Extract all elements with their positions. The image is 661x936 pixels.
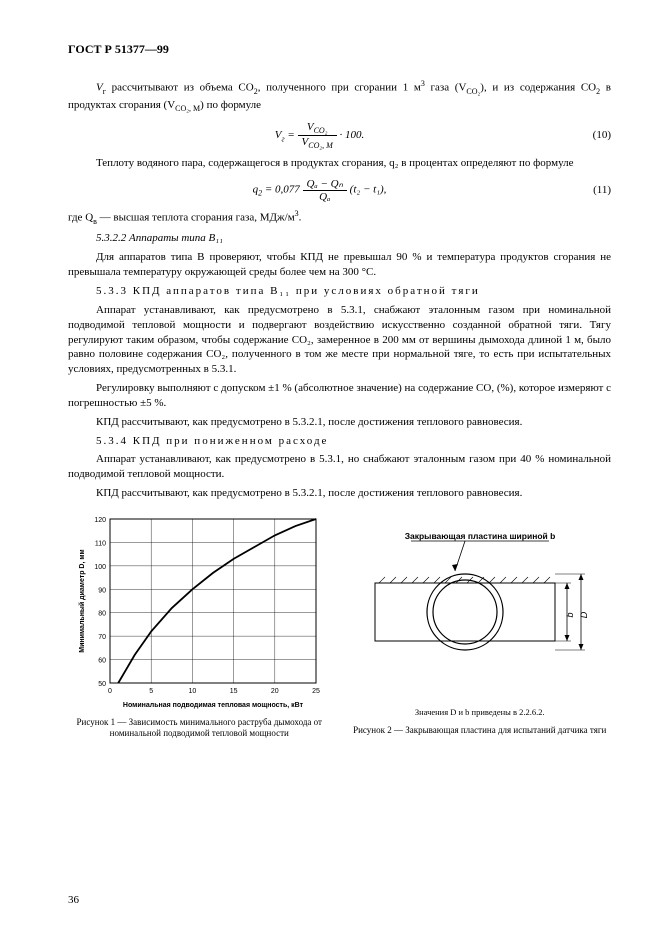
n: Qₐ − Qₙ	[303, 177, 347, 191]
svg-text:60: 60	[98, 658, 106, 665]
svg-text:20: 20	[271, 688, 279, 695]
diagram-plate: Закрывающая пластина шириной b Db	[355, 511, 605, 701]
para-8: Регулировку выполняют с допуском ±1 % (а…	[68, 381, 611, 411]
para-1: Vг рассчитывают из объема CO2, полученно…	[68, 79, 611, 115]
svg-text:Номинальная подводимая теплова: Номинальная подводимая тепловая мощность…	[123, 702, 304, 709]
sub: г	[281, 134, 284, 143]
sub: CO₂	[466, 87, 480, 96]
tail: · 100.	[340, 129, 365, 141]
svg-text:50: 50	[98, 681, 106, 688]
svg-text:10: 10	[189, 688, 197, 695]
svg-text:120: 120	[95, 517, 107, 524]
t: газа (V	[425, 82, 467, 94]
figure-1-caption: Рисунок 1 — Зависимость минимального рас…	[68, 717, 331, 740]
figure-2-caption: Рисунок 2 — Закрывающая пластина для исп…	[349, 725, 612, 736]
svg-text:25: 25	[312, 688, 320, 695]
equation-10: Vг = VCO₂ VCO₂, M · 100. (10)	[68, 121, 611, 150]
eq-number: (11)	[571, 184, 611, 196]
t: где Q	[68, 212, 93, 224]
t: — высшая теплота сгорания газа, МДж/м	[97, 212, 295, 224]
t: .	[299, 212, 302, 224]
coeff: = 0,077	[265, 183, 303, 195]
sub: 2	[258, 189, 262, 198]
t: , полученного при сгорании 1 м	[258, 82, 421, 94]
svg-text:0: 0	[108, 688, 112, 695]
svg-text:Минимальный диаметр D, мм: Минимальный диаметр D, мм	[78, 549, 86, 652]
svg-text:90: 90	[98, 587, 106, 594]
figure-2-note: Значения D и b приведены в 2.2.6.2.	[349, 707, 612, 717]
svg-text:100: 100	[95, 564, 107, 571]
svg-text:Закрывающая пластина шириной b: Закрывающая пластина шириной b	[404, 531, 555, 541]
svg-text:b: b	[565, 612, 575, 617]
figure-1: 0 5 10 15 20 25 50 60 70 80 90 100 110 120 Номинальная…	[68, 511, 331, 740]
t: ) по формуле	[200, 99, 261, 111]
sym-v: V	[96, 82, 103, 94]
chart-line: 0 5 10 15 20 25 50 60 70 80 90 100 110 120 Номинальная…	[74, 511, 324, 711]
svg-text:110: 110	[95, 540, 106, 547]
para-11: Аппарат устанавливают, как предусмотрено…	[68, 452, 611, 482]
tail: (t₂ − t₁),	[350, 183, 387, 195]
eq-number: (10)	[571, 129, 611, 141]
n: V	[307, 121, 314, 133]
doc-header: ГОСТ Р 51377—99	[68, 42, 611, 57]
para-12: КПД рассчитывают, как предусмотрено в 5.…	[68, 486, 611, 501]
para-9: КПД рассчитывают, как предусмотрено в 5.…	[68, 415, 611, 430]
para-3: где Qв — высшая теплота сгорания газа, М…	[68, 209, 611, 228]
sub: CO₂	[314, 126, 328, 135]
svg-text:5: 5	[149, 688, 153, 695]
svg-text:15: 15	[230, 688, 238, 695]
sub: CO₂, M	[308, 141, 333, 150]
svg-text:80: 80	[98, 611, 106, 618]
section-534: 5.3.4 КПД при пониженном расходе	[68, 434, 611, 449]
sub: CO₂, M	[175, 104, 200, 113]
section-5322: 5.3.2.2 Аппараты типа B₁₁	[68, 231, 611, 246]
svg-text:70: 70	[98, 634, 106, 641]
page-number: 36	[68, 894, 79, 906]
para-5: Для аппаратов типа B проверяют, чтобы КП…	[68, 250, 611, 280]
t: рассчитывают из объема CO	[106, 82, 254, 94]
figure-2: Закрывающая пластина шириной b Db Значени…	[349, 511, 612, 740]
t: ), и из содержания CO	[480, 82, 596, 94]
para-7: Аппарат устанавливают, как предусмотрено…	[68, 303, 611, 377]
para-2: Теплоту водяного пара, содержащегося в п…	[68, 156, 611, 171]
svg-text:D: D	[579, 611, 589, 618]
section-533: 5.3.3 КПД аппаратов типа B₁₁ при условия…	[68, 284, 611, 299]
d: Qₐ	[303, 191, 347, 203]
equation-11: q2 = 0,077 Qₐ − Qₙ Qₐ (t₂ − t₁), (11)	[68, 177, 611, 203]
